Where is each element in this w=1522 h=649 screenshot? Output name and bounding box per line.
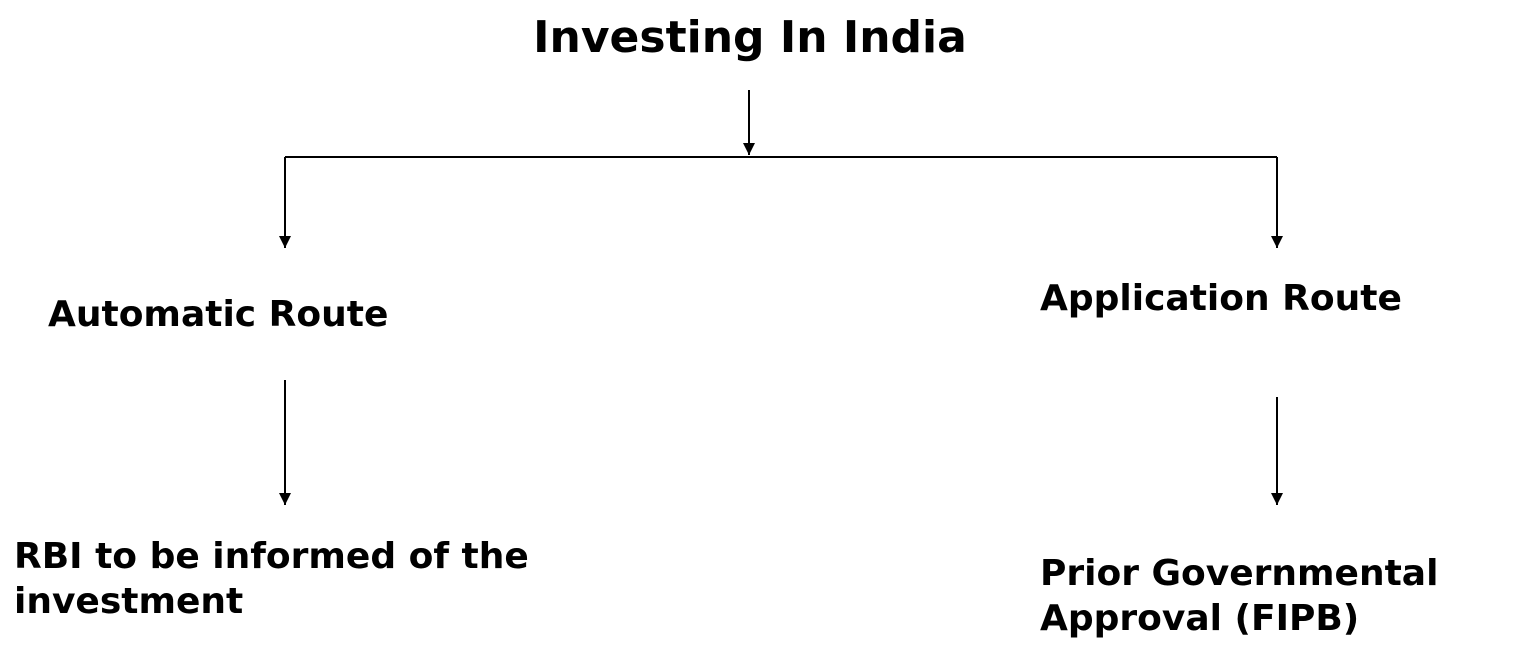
node-label: Prior Governmental Approval (FIPB) xyxy=(1040,553,1438,639)
text-line: Prior Governmental xyxy=(1040,553,1438,594)
title: Investing In India xyxy=(533,12,967,63)
text-line: investment xyxy=(14,581,243,622)
node-label: Automatic Route xyxy=(48,294,388,335)
text-line: RBI to be informed of the xyxy=(14,536,529,577)
node-label: Application Route xyxy=(1040,278,1402,319)
node-label: RBI to be informed of the investment xyxy=(14,536,529,622)
text-line: Approval (FIPB) xyxy=(1040,598,1359,639)
